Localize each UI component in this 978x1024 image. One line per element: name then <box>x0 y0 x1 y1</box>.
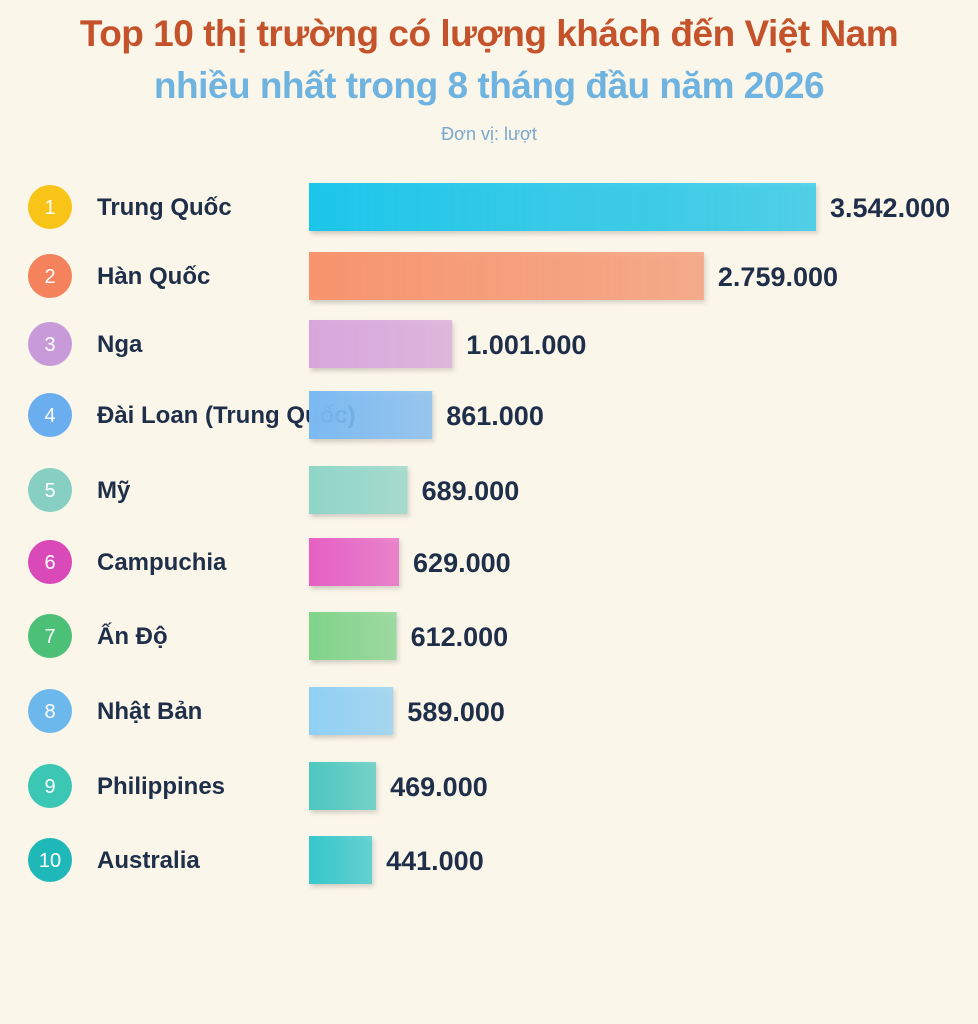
rank-number: 8 <box>44 701 55 723</box>
category-label: Nga <box>97 331 143 358</box>
category-label: Hàn Quốc <box>97 263 210 290</box>
rank-badge <box>28 689 72 733</box>
value-label: 589.000 <box>407 697 505 727</box>
chart-title: Top 10 thị trường có lượng khách đến Việ… <box>79 13 899 54</box>
unit-label: Đơn vị: lượt <box>441 124 537 144</box>
value-label: 612.000 <box>411 622 509 652</box>
rank-badge <box>28 540 72 584</box>
rank-badge <box>28 838 72 882</box>
bar <box>309 320 453 368</box>
value-label: 861.000 <box>446 401 544 431</box>
rank-number: 2 <box>44 266 55 288</box>
rank-number: 9 <box>44 776 55 798</box>
bar <box>309 836 373 884</box>
rank-number: 7 <box>44 626 55 648</box>
bar <box>309 252 704 300</box>
value-label: 441.000 <box>386 846 484 876</box>
bar <box>309 538 400 586</box>
value-label: 1.001.000 <box>466 330 586 360</box>
value-label: 2.759.000 <box>718 262 838 292</box>
category-label: Nhật Bản <box>97 698 202 725</box>
rank-badge <box>28 254 72 298</box>
value-label: 469.000 <box>390 772 488 802</box>
category-label: Trung Quốc <box>97 194 232 221</box>
category-label: Australia <box>97 847 200 874</box>
rank-badge <box>28 614 72 658</box>
rank-number: 3 <box>44 334 55 356</box>
category-label: Mỹ <box>97 477 131 504</box>
rank-badge <box>28 185 72 229</box>
rank-badge <box>28 322 72 366</box>
rank-badge <box>28 393 72 437</box>
value-label: 689.000 <box>422 476 520 506</box>
value-label: 629.000 <box>413 548 511 578</box>
category-label: Philippines <box>97 773 225 800</box>
rank-number: 1 <box>44 197 55 219</box>
chart-subtitle: nhiều nhất trong 8 tháng đầu năm 2026 <box>153 65 825 106</box>
rank-number: 6 <box>44 552 55 574</box>
bar <box>309 687 394 735</box>
rank-number: 10 <box>39 850 61 872</box>
bar <box>309 762 377 810</box>
category-label: Ấn Độ <box>97 622 168 650</box>
rank-badge <box>28 764 72 808</box>
bar <box>309 466 408 514</box>
rank-number: 5 <box>44 480 55 502</box>
rank-number: 4 <box>44 405 55 427</box>
rank-badge <box>28 468 72 512</box>
bar <box>309 183 816 231</box>
bar <box>309 391 433 439</box>
category-label: Campuchia <box>97 549 227 576</box>
bar <box>309 612 397 660</box>
value-label: 3.542.000 <box>830 193 950 223</box>
